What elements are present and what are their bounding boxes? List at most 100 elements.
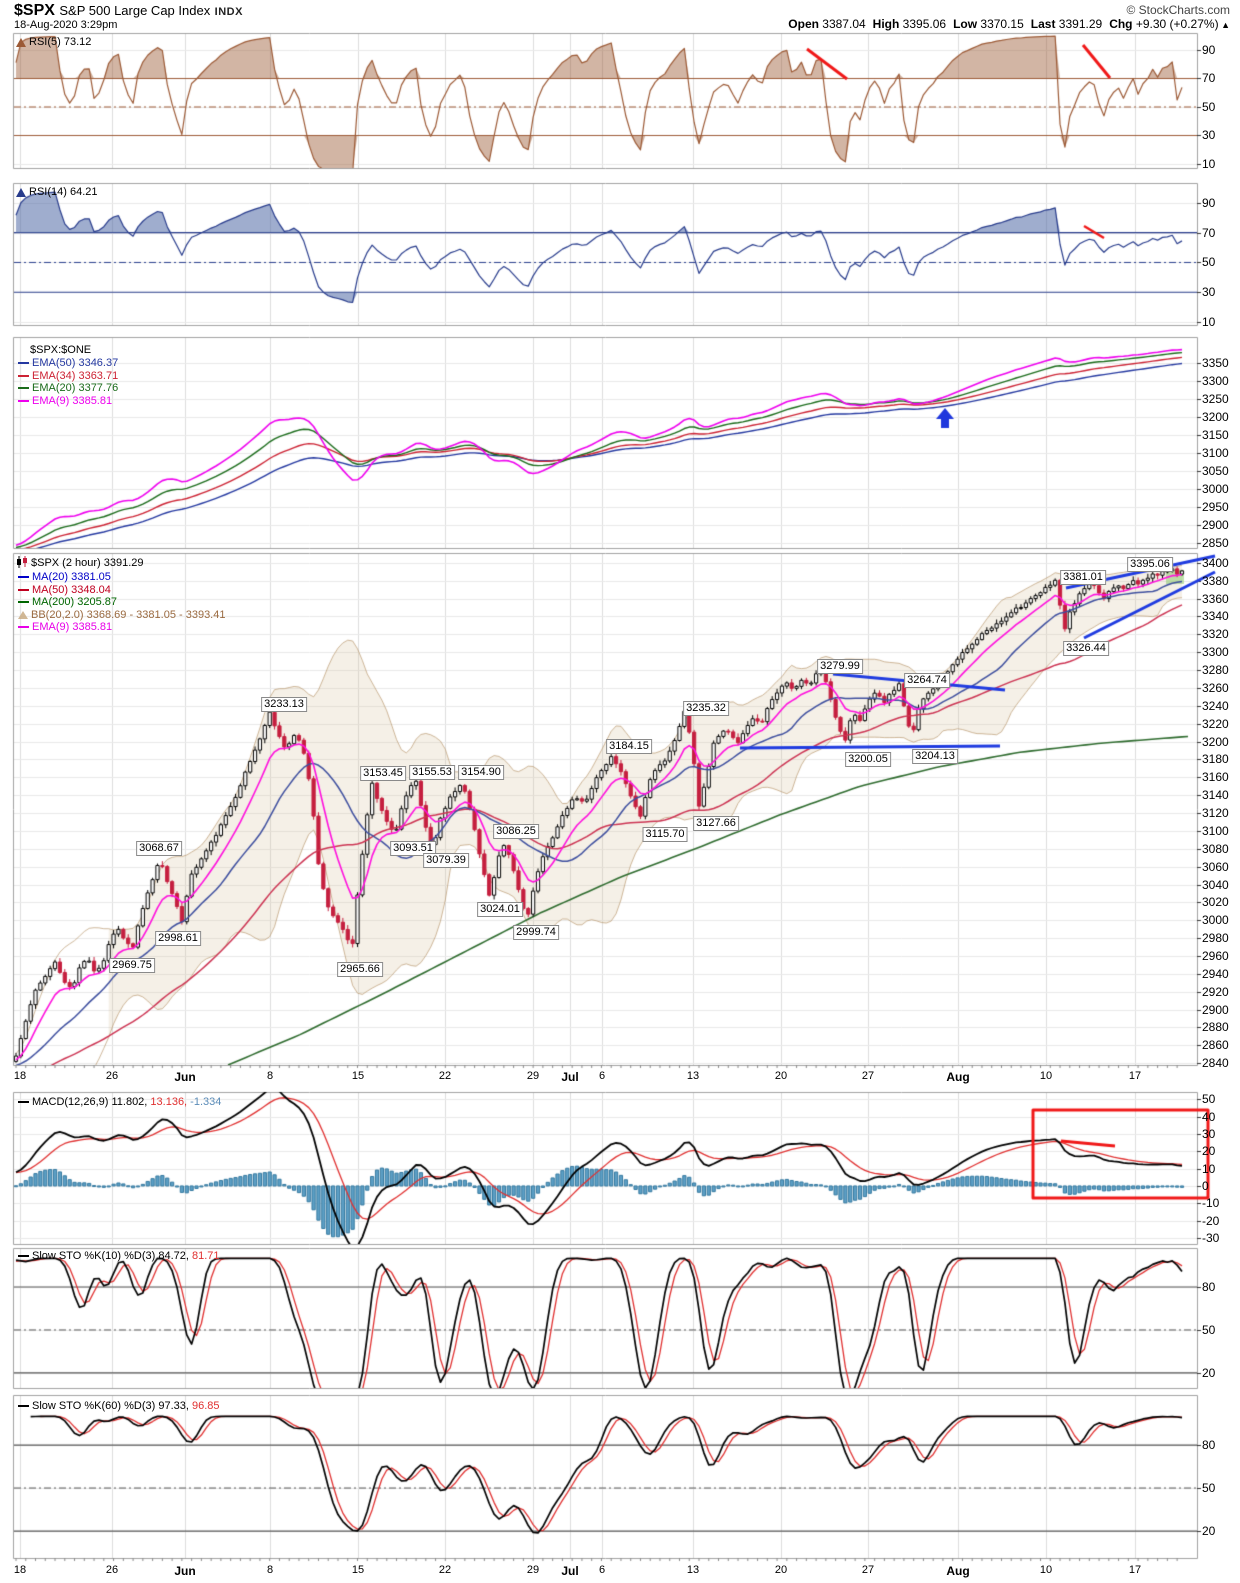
y-tick-label: 3300: [1202, 373, 1229, 388]
y-tick-label: 3100: [1202, 823, 1229, 838]
x-date-label: Aug: [946, 1564, 970, 1578]
quote-high-label: High: [872, 17, 900, 31]
change-direction-icon: ▲: [1218, 20, 1230, 30]
price-callout: 3184.15: [606, 739, 652, 754]
y-tick-label: 2900: [1202, 517, 1229, 532]
quote-bar: Open 3387.04 High 3395.06 Low 3370.15 Last …: [781, 17, 1230, 31]
y-tick-label: 3050: [1202, 463, 1229, 478]
price-callout: 3326.44: [1063, 641, 1109, 656]
y-tick-label: 20: [1202, 1365, 1216, 1380]
x-date-label: 20: [774, 1564, 788, 1576]
y-tick-label: 3060: [1202, 859, 1229, 874]
y-tick-label: 3040: [1202, 877, 1229, 892]
rsi5-legend: RSI(5) 73.12: [16, 36, 91, 48]
price-callout: 2998.61: [155, 931, 201, 946]
y-tick-label: 50: [1202, 1322, 1216, 1337]
x-date-label: 22: [438, 1564, 452, 1576]
price-callout: 3086.25: [493, 824, 539, 839]
quote-open-value: 3387.04: [818, 17, 866, 31]
rsi14-legend-label: RSI(14) 64.21: [29, 186, 98, 198]
x-date-label: 6: [598, 1070, 606, 1082]
rsi14-area-icon: [16, 187, 26, 197]
quote-chg-label: Chg: [1109, 17, 1133, 31]
y-tick-label: 50: [1202, 99, 1216, 114]
candlestick-icon: [17, 556, 27, 568]
x-date-label: 18: [13, 1564, 27, 1576]
y-tick-label: 90: [1202, 195, 1216, 210]
y-tick-label: 3200: [1202, 409, 1229, 424]
x-date-label: 6: [598, 1564, 606, 1576]
rsi5-legend-label: RSI(5) 73.12: [29, 36, 92, 48]
price-callout: 3127.66: [693, 816, 739, 831]
legend-row-label: BB(20,2.0) 3368.69 - 3381.05 - 3393.41: [31, 608, 226, 621]
x-date-label: 8: [266, 1070, 274, 1082]
line-swatch-icon: [18, 387, 29, 390]
y-tick-label: 2940: [1202, 966, 1229, 981]
legend-part-label: -1.334: [187, 1096, 222, 1108]
price-callout: 3154.90: [458, 765, 504, 780]
symbol-label: $SPX: [14, 2, 55, 19]
line-swatch-icon: [18, 399, 29, 402]
y-tick-label: 10: [1202, 315, 1216, 330]
line-swatch-icon: [18, 1405, 29, 1408]
legend-part-label: MACD(12,26,9) 11.802,: [32, 1096, 148, 1108]
price-callout: 3264.74: [904, 673, 950, 688]
x-date-label: 17: [1128, 1564, 1142, 1576]
y-tick-label: 2960: [1202, 948, 1229, 963]
chart-header: $SPX S&P 500 Large Cap Index INDX: [14, 2, 243, 20]
legend-part-label: 96.85: [188, 1400, 220, 1412]
price-callout: 2999.74: [513, 925, 559, 940]
y-tick-label: 2840: [1202, 1056, 1229, 1071]
x-date-label: 20: [774, 1070, 788, 1082]
y-tick-label: 80: [1202, 1438, 1216, 1453]
x-date-label: 15: [351, 1564, 365, 1576]
line-swatch-icon: [18, 601, 29, 604]
price-callout: 3093.51: [390, 841, 436, 856]
x-date-label: Jun: [174, 1070, 196, 1084]
symbol-name: S&P 500 Large Cap Index: [59, 3, 211, 18]
exchange-label: INDX: [214, 6, 243, 18]
legend-row: EMA(50) 3346.37: [18, 357, 118, 370]
legend-row: EMA(9) 3385.81: [18, 621, 225, 634]
y-tick-label: 3150: [1202, 427, 1229, 442]
legend-part-label: Slow STO %K(10) %D(3) 84.72,: [32, 1250, 189, 1262]
y-tick-label: 3340: [1202, 609, 1229, 624]
y-tick-label: 3020: [1202, 895, 1229, 910]
macd-legend: MACD(12,26,9) 11.802, 13.136, -1.334: [18, 1096, 221, 1108]
y-tick-label: 0: [1202, 1178, 1209, 1193]
quote-chg-value: +9.30 (+0.27%): [1132, 17, 1219, 31]
line-swatch-icon: [18, 588, 29, 591]
price-callout: 3079.39: [423, 853, 469, 868]
x-date-label: Jul: [561, 1564, 579, 1578]
legend-row-label: MA(50) 3348.04: [32, 583, 111, 596]
price-callout: 3068.67: [136, 841, 182, 856]
y-tick-label: 3100: [1202, 445, 1229, 460]
legend-row-label: MA(200) 3205.87: [32, 596, 117, 608]
y-tick-label: 3350: [1202, 355, 1229, 370]
y-tick-label: 80: [1202, 1279, 1216, 1294]
y-tick-label: 2850: [1202, 535, 1229, 550]
quote-last-value: 3391.29: [1055, 17, 1103, 31]
main-title-label: $SPX (2 hour) 3391.29: [31, 557, 144, 569]
legend-row-label: EMA(34) 3363.71: [32, 369, 119, 382]
legend-row: EMA(34) 3363.71: [18, 370, 118, 383]
line-swatch-icon: [18, 1101, 29, 1104]
x-date-label: 27: [861, 1564, 875, 1576]
y-tick-label: 2860: [1202, 1038, 1229, 1053]
x-date-label: 27: [861, 1070, 875, 1082]
x-date-label: 29: [526, 1070, 540, 1082]
x-date-label: 10: [1039, 1564, 1053, 1576]
y-tick-label: -10: [1202, 1196, 1220, 1211]
x-date-label: 15: [351, 1070, 365, 1082]
y-tick-label: 20: [1202, 1144, 1216, 1159]
price-callout: 3115.70: [642, 827, 688, 842]
y-tick-label: 30: [1202, 285, 1216, 300]
y-tick-label: 3250: [1202, 391, 1229, 406]
x-date-label: 29: [526, 1564, 540, 1576]
y-tick-label: 3000: [1202, 913, 1229, 928]
y-tick-label: 70: [1202, 71, 1216, 86]
sto10-legend: Slow STO %K(10) %D(3) 84.72, 81.71: [18, 1250, 220, 1262]
y-tick-label: 10: [1202, 157, 1216, 171]
y-tick-label: 3160: [1202, 770, 1229, 785]
y-tick-label: 50: [1202, 1481, 1216, 1496]
